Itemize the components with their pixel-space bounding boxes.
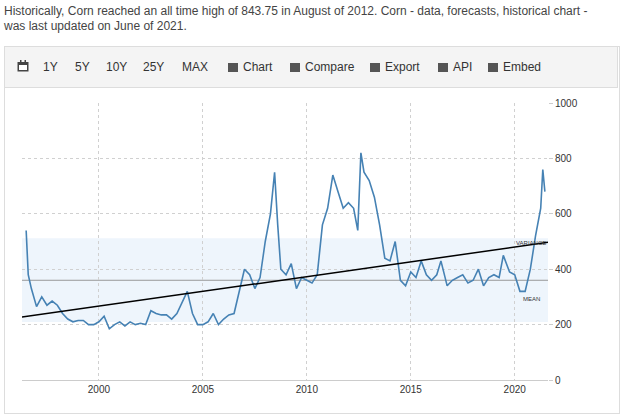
html-text:1Y: 1Y (43, 60, 58, 74)
svg-text:VARIANCE: VARIANCE (516, 240, 546, 246)
html-text:Chart: Chart (243, 60, 273, 74)
html-text:MAX: MAX (182, 60, 208, 74)
svg-text:2005: 2005 (192, 384, 215, 395)
svg-text:600: 600 (555, 208, 572, 219)
svg-text:200: 200 (555, 319, 572, 330)
svg-text:1000: 1000 (555, 98, 578, 109)
html-text:Historically, Corn reached an: Historically, Corn reached an all time h… (4, 4, 588, 18)
html-text:25Y: 25Y (143, 60, 165, 74)
svg-text:2020: 2020 (504, 384, 527, 395)
html-text:Export: Export (385, 60, 420, 74)
svg-text:2010: 2010 (296, 384, 319, 395)
svg-text:MEAN: MEAN (523, 296, 540, 302)
html-text:5Y: 5Y (75, 60, 90, 74)
html-text:API: API (453, 60, 473, 74)
html-text:Embed: Embed (503, 60, 541, 74)
svg-text:2000: 2000 (88, 384, 111, 395)
svg-text:800: 800 (555, 153, 572, 164)
html-text:Compare: Compare (305, 60, 355, 74)
svg-text:0: 0 (555, 375, 561, 386)
svg-text:2015: 2015 (400, 384, 423, 395)
svg-text:400: 400 (555, 264, 572, 275)
html-text:10Y: 10Y (106, 60, 128, 74)
html-text:was last updated on June of 20: was last updated on June of 2021. (4, 19, 187, 33)
